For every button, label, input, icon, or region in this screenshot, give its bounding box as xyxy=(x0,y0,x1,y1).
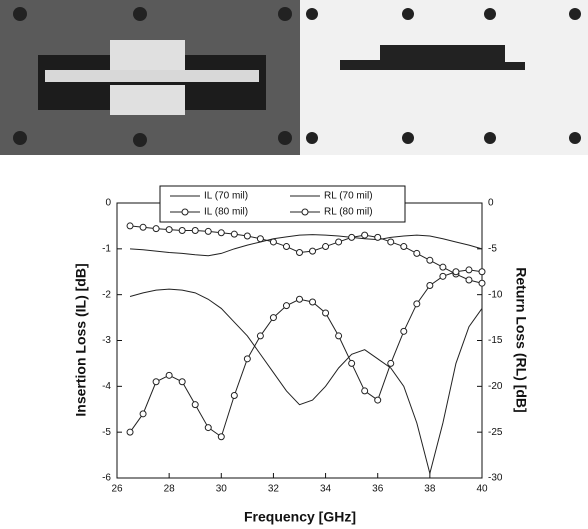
x-tick-label: 30 xyxy=(216,484,228,495)
point xyxy=(217,433,225,441)
point xyxy=(230,392,238,399)
series-line xyxy=(129,288,483,476)
point xyxy=(296,249,303,256)
point xyxy=(387,359,395,367)
legend-box xyxy=(159,185,406,223)
point xyxy=(178,227,186,234)
x-tick-label: 32 xyxy=(268,484,280,495)
series-line xyxy=(130,234,483,257)
point xyxy=(439,272,447,280)
y-tick-label: -5 xyxy=(102,427,111,438)
series-line xyxy=(129,269,483,438)
point xyxy=(191,227,199,234)
point xyxy=(322,309,330,317)
x-tick-label: 34 xyxy=(320,484,332,495)
point xyxy=(335,332,343,340)
y-tick-label: -3 xyxy=(102,335,111,346)
point xyxy=(126,428,134,436)
y-tick-label: 0 xyxy=(105,198,111,209)
point xyxy=(217,229,225,237)
point xyxy=(230,230,238,238)
point xyxy=(478,279,486,287)
point xyxy=(374,396,382,404)
point xyxy=(178,378,186,386)
y2-tick-label: -5 xyxy=(488,243,497,254)
x-tick-label: 36 xyxy=(372,484,384,495)
point xyxy=(413,249,421,257)
y-tick-label: -1 xyxy=(102,243,111,254)
point xyxy=(282,243,290,251)
legend-label: IL (80 mil) xyxy=(204,207,248,218)
y2-tick-label: -20 xyxy=(488,381,503,392)
legend-label: RL (80 mil) xyxy=(324,207,373,218)
point xyxy=(269,314,277,322)
x-tick-label: 40 xyxy=(476,484,488,495)
legend-marker xyxy=(181,208,189,216)
point xyxy=(387,238,395,246)
point xyxy=(256,235,264,243)
point xyxy=(413,300,421,308)
point xyxy=(243,355,251,363)
point xyxy=(165,371,173,379)
y2-tick-label: -30 xyxy=(488,473,503,484)
point xyxy=(139,223,147,231)
y-tick-label: -6 xyxy=(102,473,111,484)
point xyxy=(191,401,199,409)
point xyxy=(478,268,486,276)
point xyxy=(348,359,356,367)
point xyxy=(152,225,160,233)
point xyxy=(139,410,147,418)
point xyxy=(309,298,317,306)
point xyxy=(269,238,277,246)
point xyxy=(322,243,330,251)
plot-frame xyxy=(116,202,483,479)
point xyxy=(165,226,173,234)
point xyxy=(426,256,434,264)
point xyxy=(361,231,369,239)
point xyxy=(296,295,303,303)
x-tick-label: 28 xyxy=(164,484,176,495)
point xyxy=(465,276,473,284)
legend-marker xyxy=(301,208,309,216)
y2-tick-label: 0 xyxy=(488,198,494,209)
x-axis-label: Frequency [GHz] xyxy=(244,509,356,525)
y2-tick-label: -10 xyxy=(488,289,503,300)
point xyxy=(204,227,212,235)
point xyxy=(374,233,382,241)
y-tick-label: -2 xyxy=(102,289,111,300)
y2-axis-label: Return Loss (RL) [dB] xyxy=(513,267,529,412)
point xyxy=(426,282,434,289)
series-line xyxy=(129,225,483,284)
point xyxy=(400,327,408,335)
point xyxy=(243,232,251,240)
point xyxy=(465,266,473,274)
point xyxy=(361,387,369,395)
photo xyxy=(0,0,588,155)
point xyxy=(256,332,264,340)
legend-label: IL (70 mil) xyxy=(204,191,248,202)
y-tick-label: -4 xyxy=(102,381,111,392)
point xyxy=(348,233,356,241)
point xyxy=(452,268,460,276)
x-tick-label: 38 xyxy=(424,484,436,495)
point xyxy=(309,247,317,255)
y2-tick-label: -15 xyxy=(488,335,503,346)
y2-tick-label: -25 xyxy=(488,427,503,438)
point xyxy=(282,302,290,310)
point xyxy=(439,263,447,271)
point xyxy=(400,243,408,251)
point xyxy=(126,222,134,230)
point xyxy=(335,238,343,246)
point xyxy=(152,378,160,386)
x-tick-label: 26 xyxy=(111,484,123,495)
point xyxy=(204,424,212,432)
legend-label: RL (70 mil) xyxy=(324,191,373,202)
y-axis-label: Insertion Loss (IL) [dB] xyxy=(73,263,89,416)
